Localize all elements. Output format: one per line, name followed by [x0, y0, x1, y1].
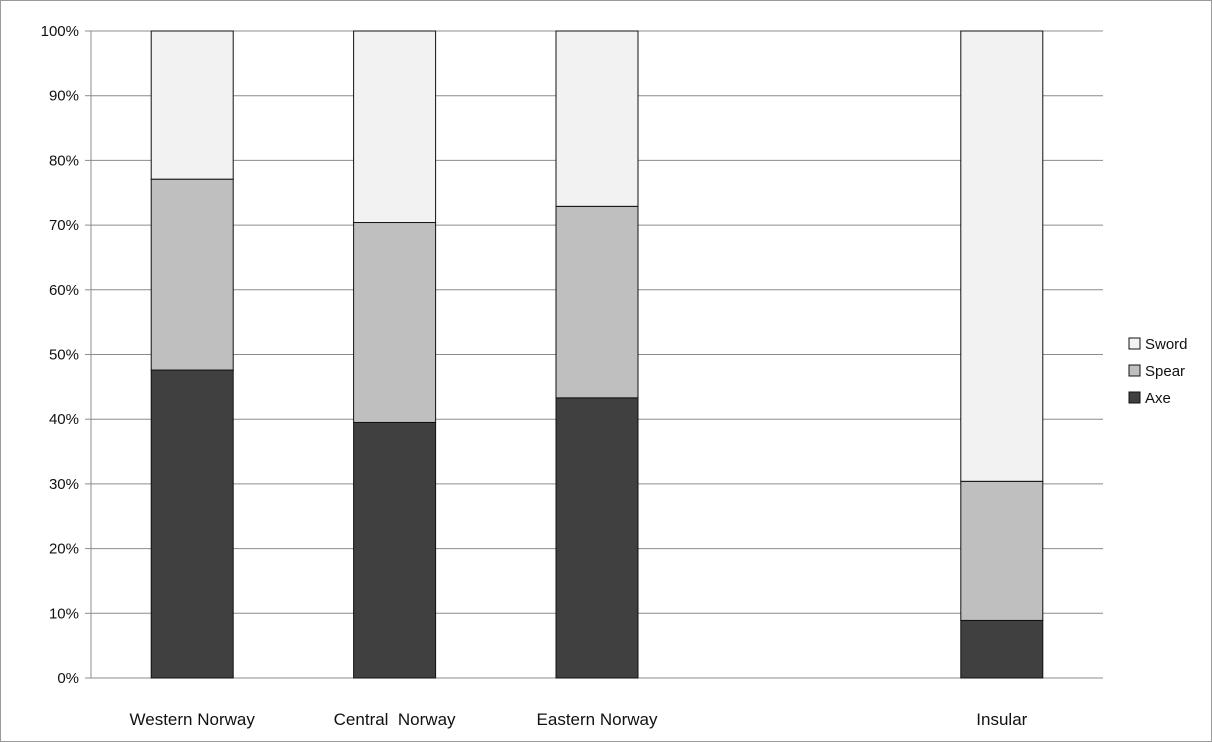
y-tick-label: 80%: [49, 152, 79, 169]
y-tick-label: 40%: [49, 411, 79, 428]
legend-swatch-axe: [1128, 391, 1141, 404]
y-tick-label: 100%: [41, 23, 79, 40]
bar-segment-sword: [353, 30, 437, 224]
bar-segment-axe: [960, 619, 1044, 679]
legend-label-sword: Sword: [1145, 336, 1188, 353]
x-category-label: Eastern Norway: [537, 710, 658, 729]
y-tick-label: 20%: [49, 541, 79, 558]
bar-segment-spear: [353, 222, 437, 423]
bar-segment-sword: [960, 30, 1044, 482]
legend-label-axe: Axe: [1145, 390, 1171, 407]
x-category-label: Insular: [976, 710, 1027, 729]
legend: Sword Spear Axe: [1128, 336, 1188, 407]
y-tick-label: 10%: [49, 605, 79, 622]
x-category-label: Western Norway: [130, 710, 256, 729]
y-tick-label: 60%: [49, 282, 79, 299]
bar-segment-sword: [150, 30, 234, 180]
bar-segment-spear: [150, 178, 234, 371]
y-tick-label: 0%: [57, 670, 79, 687]
bar-segment-axe: [150, 369, 234, 679]
bar-segment-sword: [555, 30, 639, 207]
legend-swatch-spear: [1128, 364, 1141, 377]
legend-swatch-sword: [1128, 337, 1141, 350]
y-tick-label: 90%: [49, 88, 79, 105]
bar-segment-spear: [960, 480, 1044, 621]
bar-segment-axe: [353, 421, 437, 679]
x-category-label: Central Norway: [334, 710, 456, 729]
bar-segment-spear: [555, 205, 639, 399]
y-tick-label: 70%: [49, 217, 79, 234]
legend-label-spear: Spear: [1145, 363, 1185, 380]
y-tick-label: 30%: [49, 476, 79, 493]
axes: 0% 10% 20% 30% 40% 50% 60% 70% 80% 90% 100% Western…: [41, 23, 1028, 729]
bar-segment-axe: [555, 397, 639, 679]
bars: [150, 30, 1044, 679]
y-tick-label: 50%: [49, 347, 79, 364]
